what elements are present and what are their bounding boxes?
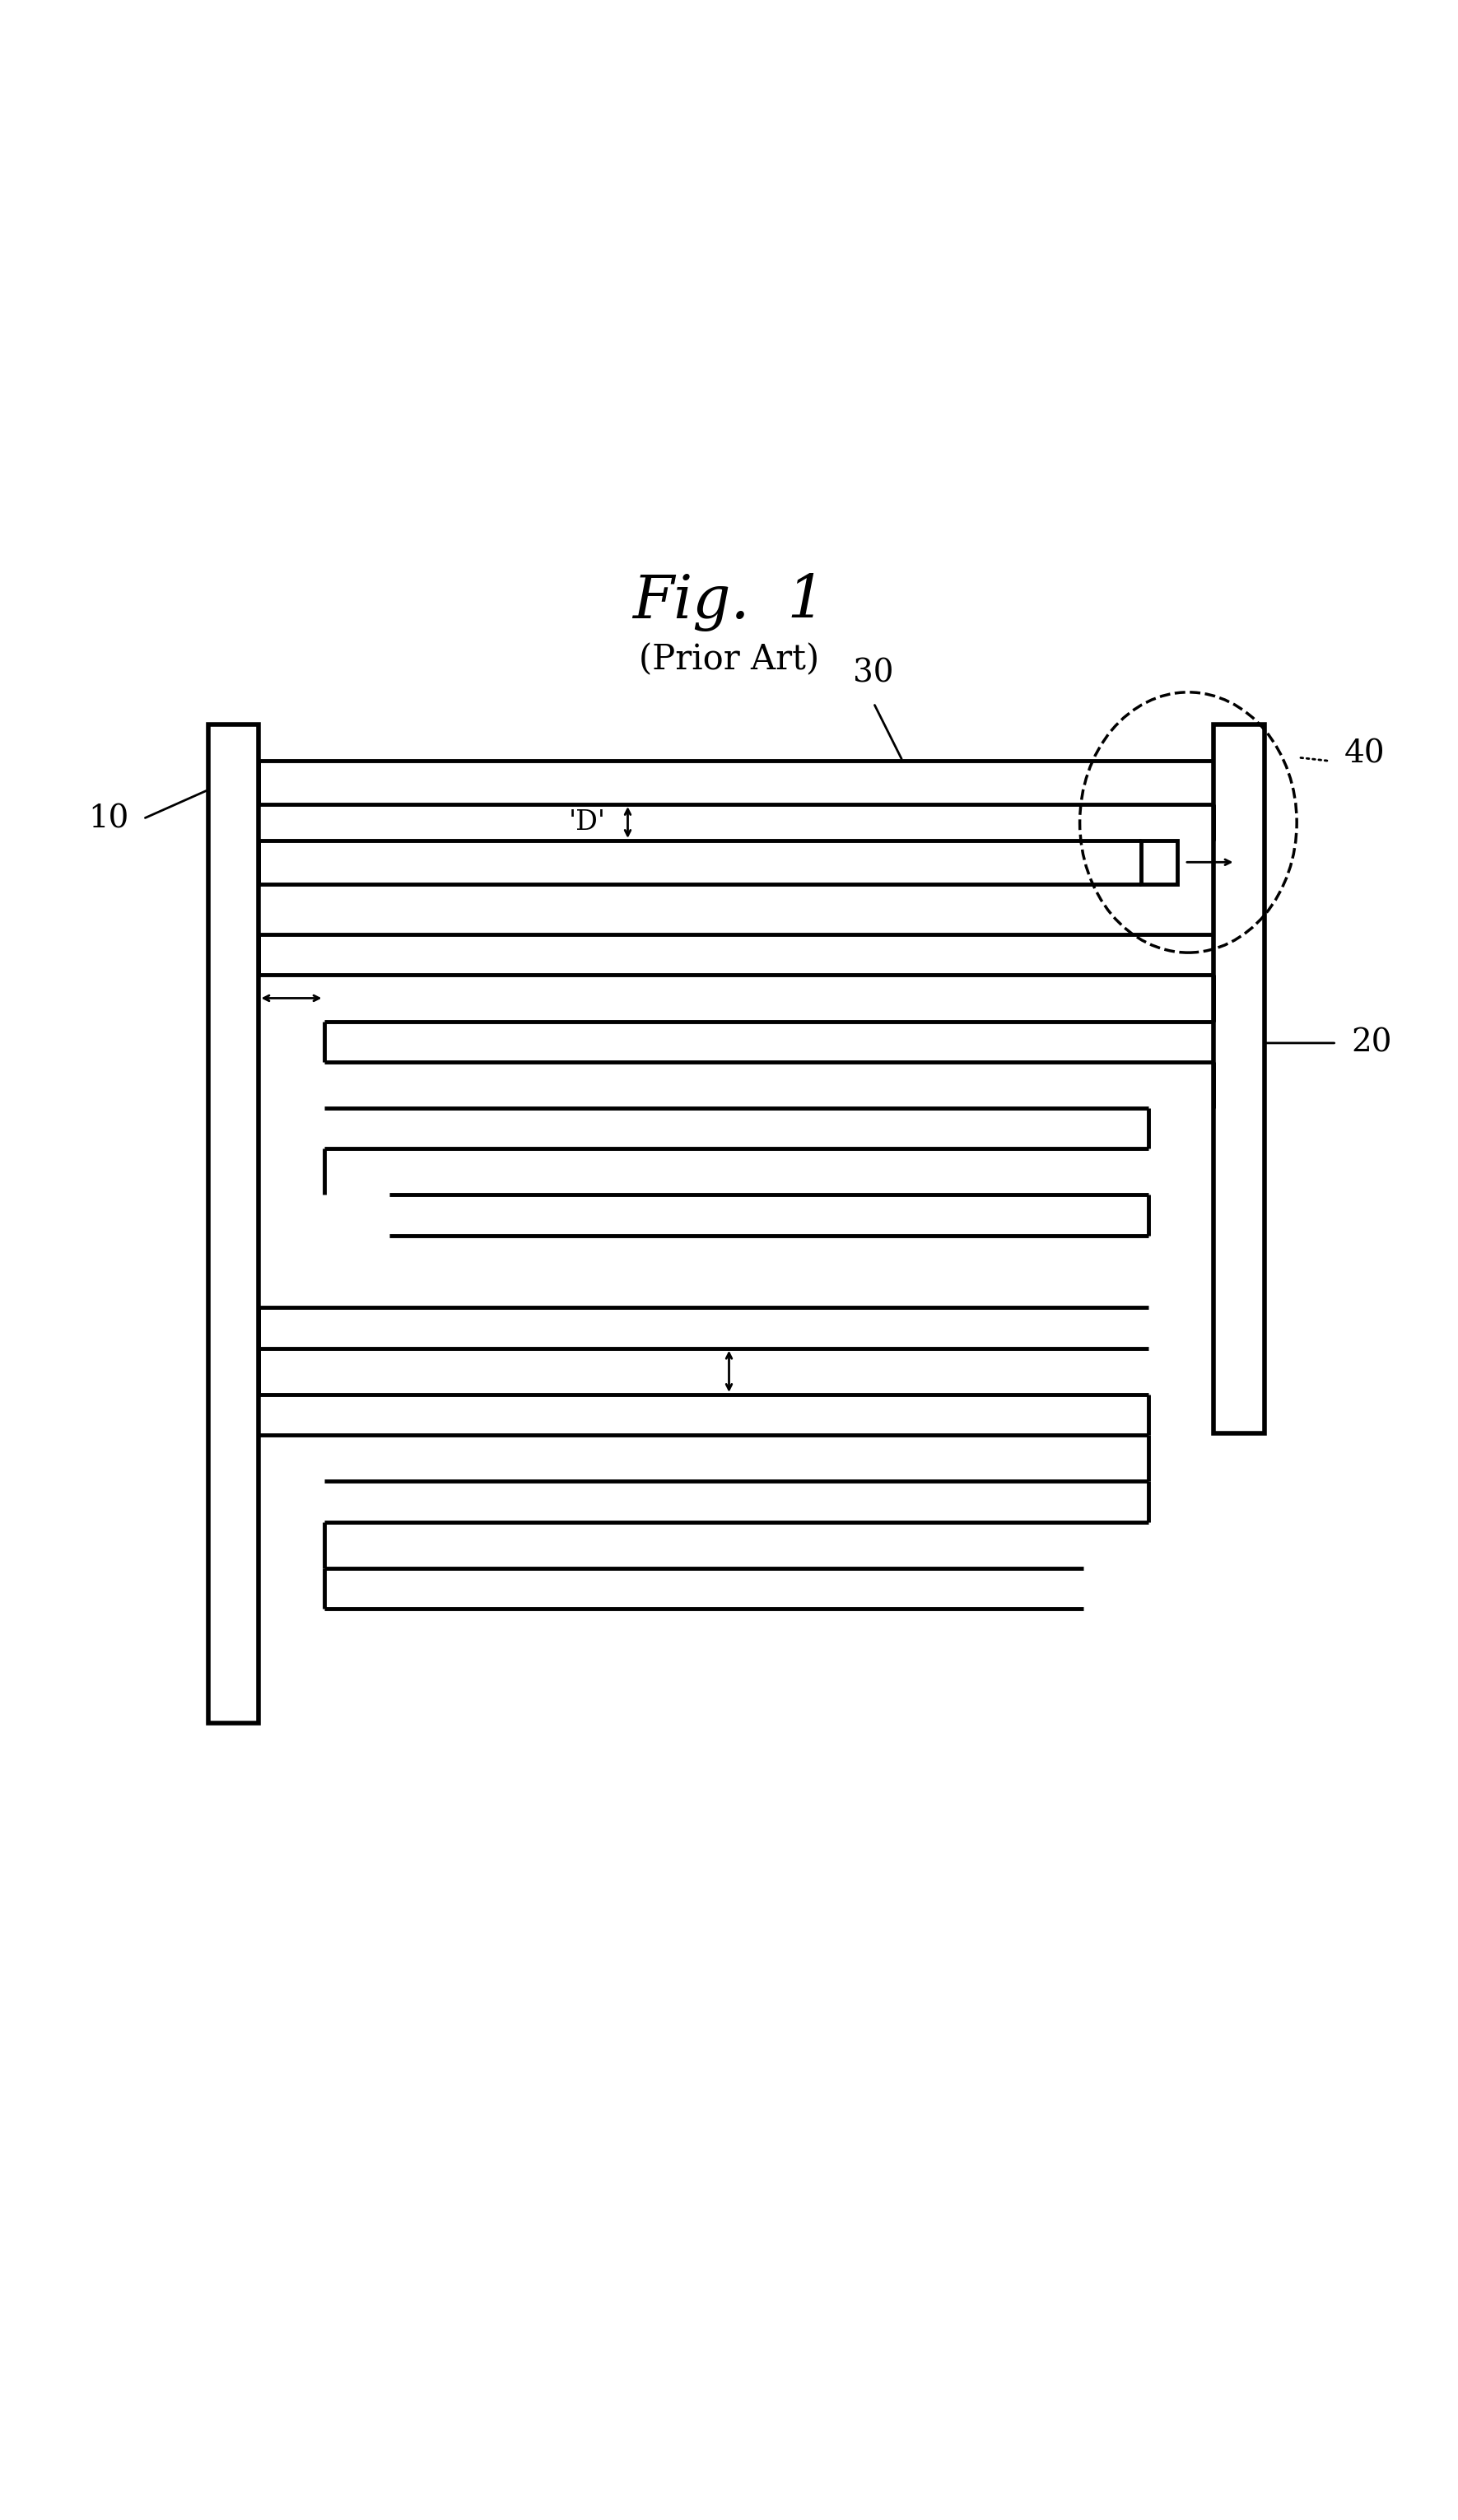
Bar <box>1213 726 1264 1434</box>
Text: 20: 20 <box>1352 1028 1392 1058</box>
Text: 10: 10 <box>87 804 128 834</box>
Bar <box>1142 842 1178 885</box>
Text: 'D': 'D' <box>569 809 607 837</box>
Text: 30: 30 <box>853 658 894 688</box>
Bar <box>208 726 260 1724</box>
Text: (Prior Art): (Prior Art) <box>639 643 819 678</box>
Text: Fig.  1: Fig. 1 <box>633 572 825 630</box>
Text: 40: 40 <box>1344 738 1385 769</box>
